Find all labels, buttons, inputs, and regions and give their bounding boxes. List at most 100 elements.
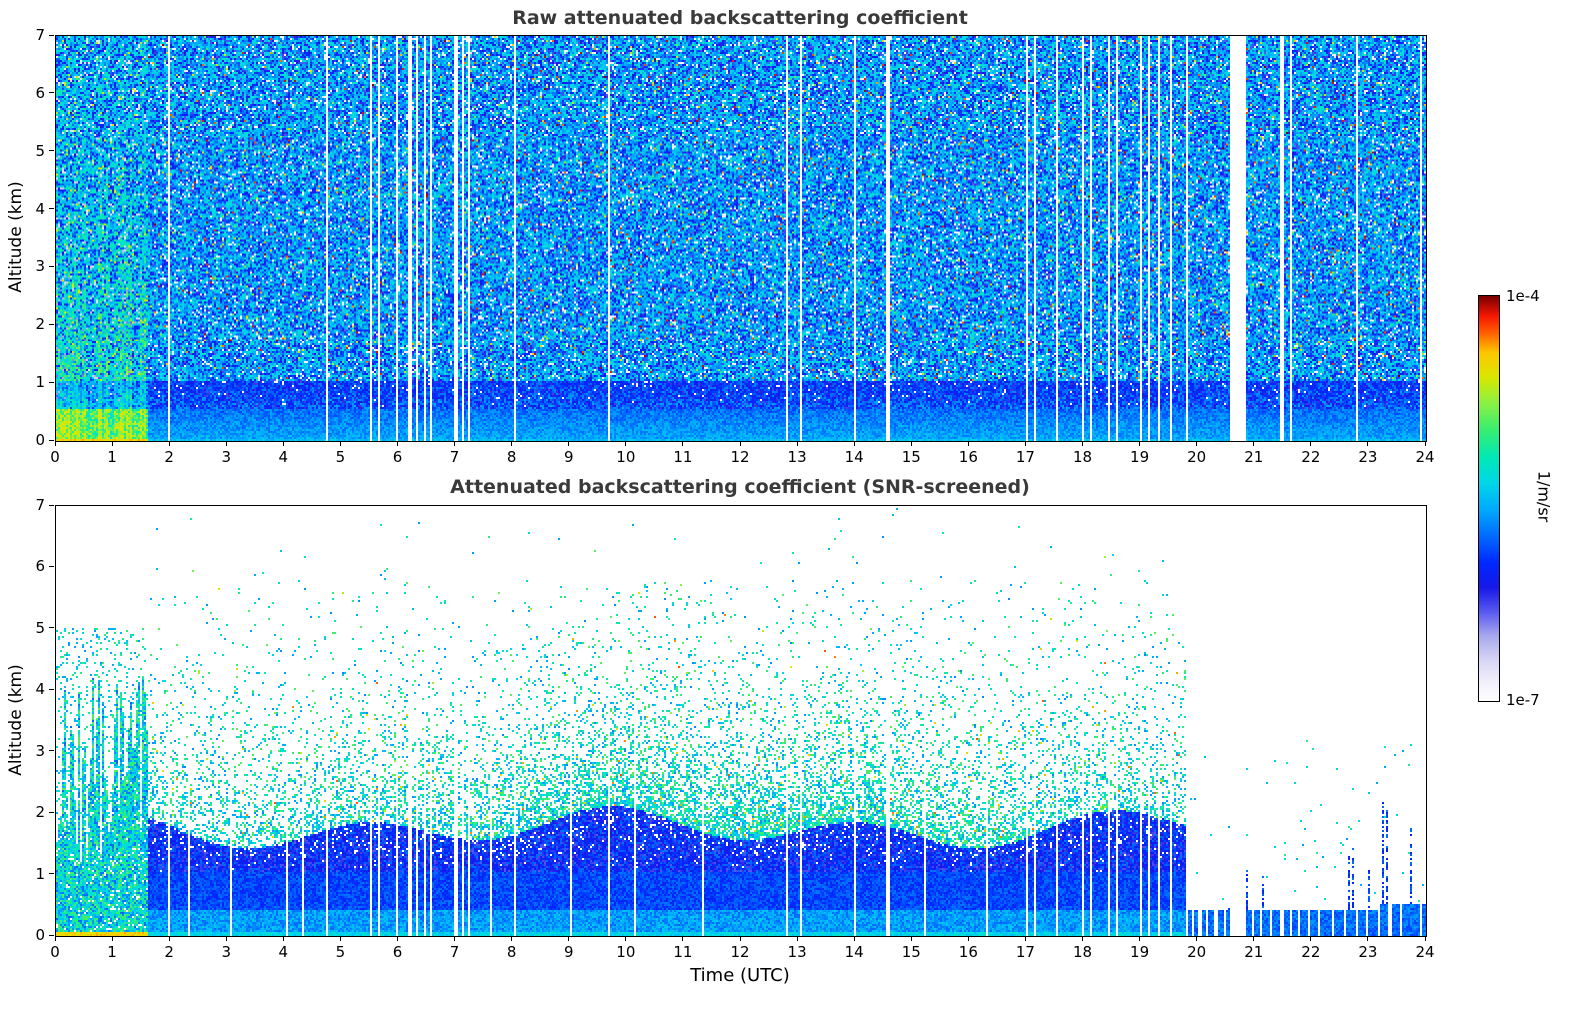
y-tick <box>49 92 54 94</box>
y-tick-label: 0 <box>35 926 45 944</box>
x-tick <box>397 441 398 446</box>
x-tick-label: 10 <box>616 448 636 466</box>
x-tick <box>54 936 56 941</box>
x-tick-label: 20 <box>1187 448 1207 466</box>
y-tick <box>49 504 54 506</box>
x-tick-label: 7 <box>449 448 460 466</box>
x-tick-label: 11 <box>673 448 693 466</box>
x-tick-label: 7 <box>449 943 460 961</box>
panel-screened-y-axis-label: Altitude (km) <box>6 664 26 776</box>
x-tick-label: 23 <box>1358 943 1378 961</box>
x-tick <box>625 441 627 446</box>
x-tick <box>111 441 113 446</box>
x-tick-label: 14 <box>844 943 864 961</box>
x-tick <box>1196 441 1198 446</box>
x-tick <box>1139 441 1141 446</box>
raw-heatmap-canvas <box>56 36 1426 441</box>
x-tick-label: 18 <box>1072 448 1093 466</box>
x-tick <box>853 441 855 446</box>
y-tick-label: 7 <box>35 26 45 44</box>
colorbar-gradient <box>1479 296 1499 701</box>
y-tick-label: 7 <box>35 496 45 514</box>
x-tick <box>168 441 170 446</box>
x-tick-label: 0 <box>50 943 60 961</box>
colorbar <box>1478 295 1500 702</box>
colorbar-unit-label: 1/m/sr <box>1534 470 1554 523</box>
x-tick-label: 5 <box>335 448 346 466</box>
x-tick-label: 24 <box>1415 943 1435 961</box>
screened-heatmap-canvas <box>56 506 1426 936</box>
y-tick <box>49 934 54 936</box>
y-tick-label: 3 <box>35 741 45 760</box>
x-axis-label: Time (UTC) <box>690 965 790 986</box>
y-tick-label: 5 <box>35 618 45 637</box>
x-tick <box>339 936 341 941</box>
x-tick <box>1367 441 1369 446</box>
x-tick-label: 17 <box>1015 943 1035 961</box>
y-tick-label: 4 <box>35 680 45 699</box>
x-tick <box>568 936 570 941</box>
x-tick-label: 8 <box>506 448 517 466</box>
x-tick-label: 2 <box>164 943 174 961</box>
x-tick-label: 1 <box>107 943 117 961</box>
x-tick <box>796 936 798 941</box>
x-tick-label: 2 <box>164 448 174 466</box>
x-tick-label: 20 <box>1187 943 1207 961</box>
x-tick <box>1139 936 1141 941</box>
x-tick <box>1082 441 1083 446</box>
y-tick-label: 2 <box>35 803 45 822</box>
y-tick <box>49 150 54 152</box>
x-tick <box>1253 441 1255 446</box>
x-tick-label: 13 <box>787 943 807 961</box>
x-tick-label: 12 <box>730 943 750 961</box>
x-tick-label: 16 <box>958 448 978 466</box>
y-tick-label: 1 <box>35 864 45 883</box>
y-tick <box>49 34 54 36</box>
x-tick-label: 11 <box>673 943 693 961</box>
x-tick <box>225 441 227 446</box>
x-tick-label: 17 <box>1015 448 1035 466</box>
panel-screened-plot-area <box>55 505 1427 937</box>
y-tick <box>49 208 54 210</box>
x-tick-label: 13 <box>787 448 807 466</box>
x-tick <box>682 936 684 941</box>
x-tick <box>1424 441 1426 446</box>
x-tick <box>739 936 741 941</box>
x-tick-label: 4 <box>278 943 289 961</box>
x-tick-label: 5 <box>335 943 346 961</box>
x-tick-label: 24 <box>1415 448 1435 466</box>
x-tick <box>739 441 741 446</box>
y-tick-label: 6 <box>35 83 45 102</box>
x-tick <box>111 936 113 941</box>
x-tick <box>625 936 627 941</box>
x-tick-label: 9 <box>563 448 574 466</box>
x-tick <box>168 936 170 941</box>
x-tick-label: 15 <box>901 943 921 961</box>
x-tick <box>682 441 684 446</box>
y-tick <box>49 750 54 752</box>
y-tick-label: 4 <box>35 199 45 218</box>
x-tick <box>54 441 56 446</box>
panel-raw-y-axis-label: Altitude (km) <box>6 181 26 293</box>
x-tick-label: 16 <box>958 943 978 961</box>
x-tick-label: 22 <box>1301 943 1321 961</box>
x-tick <box>853 936 855 941</box>
colorbar-max-label: 1e-4 <box>1506 287 1540 305</box>
y-tick <box>49 627 54 629</box>
x-tick <box>967 441 969 446</box>
x-tick-label: 19 <box>1130 943 1150 961</box>
y-tick <box>49 688 54 690</box>
x-tick-label: 15 <box>901 448 921 466</box>
x-tick-label: 6 <box>392 448 403 466</box>
y-tick <box>49 873 54 875</box>
x-tick-label: 21 <box>1244 448 1264 466</box>
x-tick-label: 14 <box>844 448 864 466</box>
x-tick <box>910 441 912 446</box>
x-tick-label: 3 <box>221 448 232 466</box>
panel-screened-title: Attenuated backscattering coefficient (S… <box>450 476 1030 498</box>
x-tick-label: 19 <box>1130 448 1150 466</box>
x-tick-label: 0 <box>50 448 60 466</box>
y-tick-label: 1 <box>35 373 45 392</box>
x-tick <box>1253 936 1255 941</box>
